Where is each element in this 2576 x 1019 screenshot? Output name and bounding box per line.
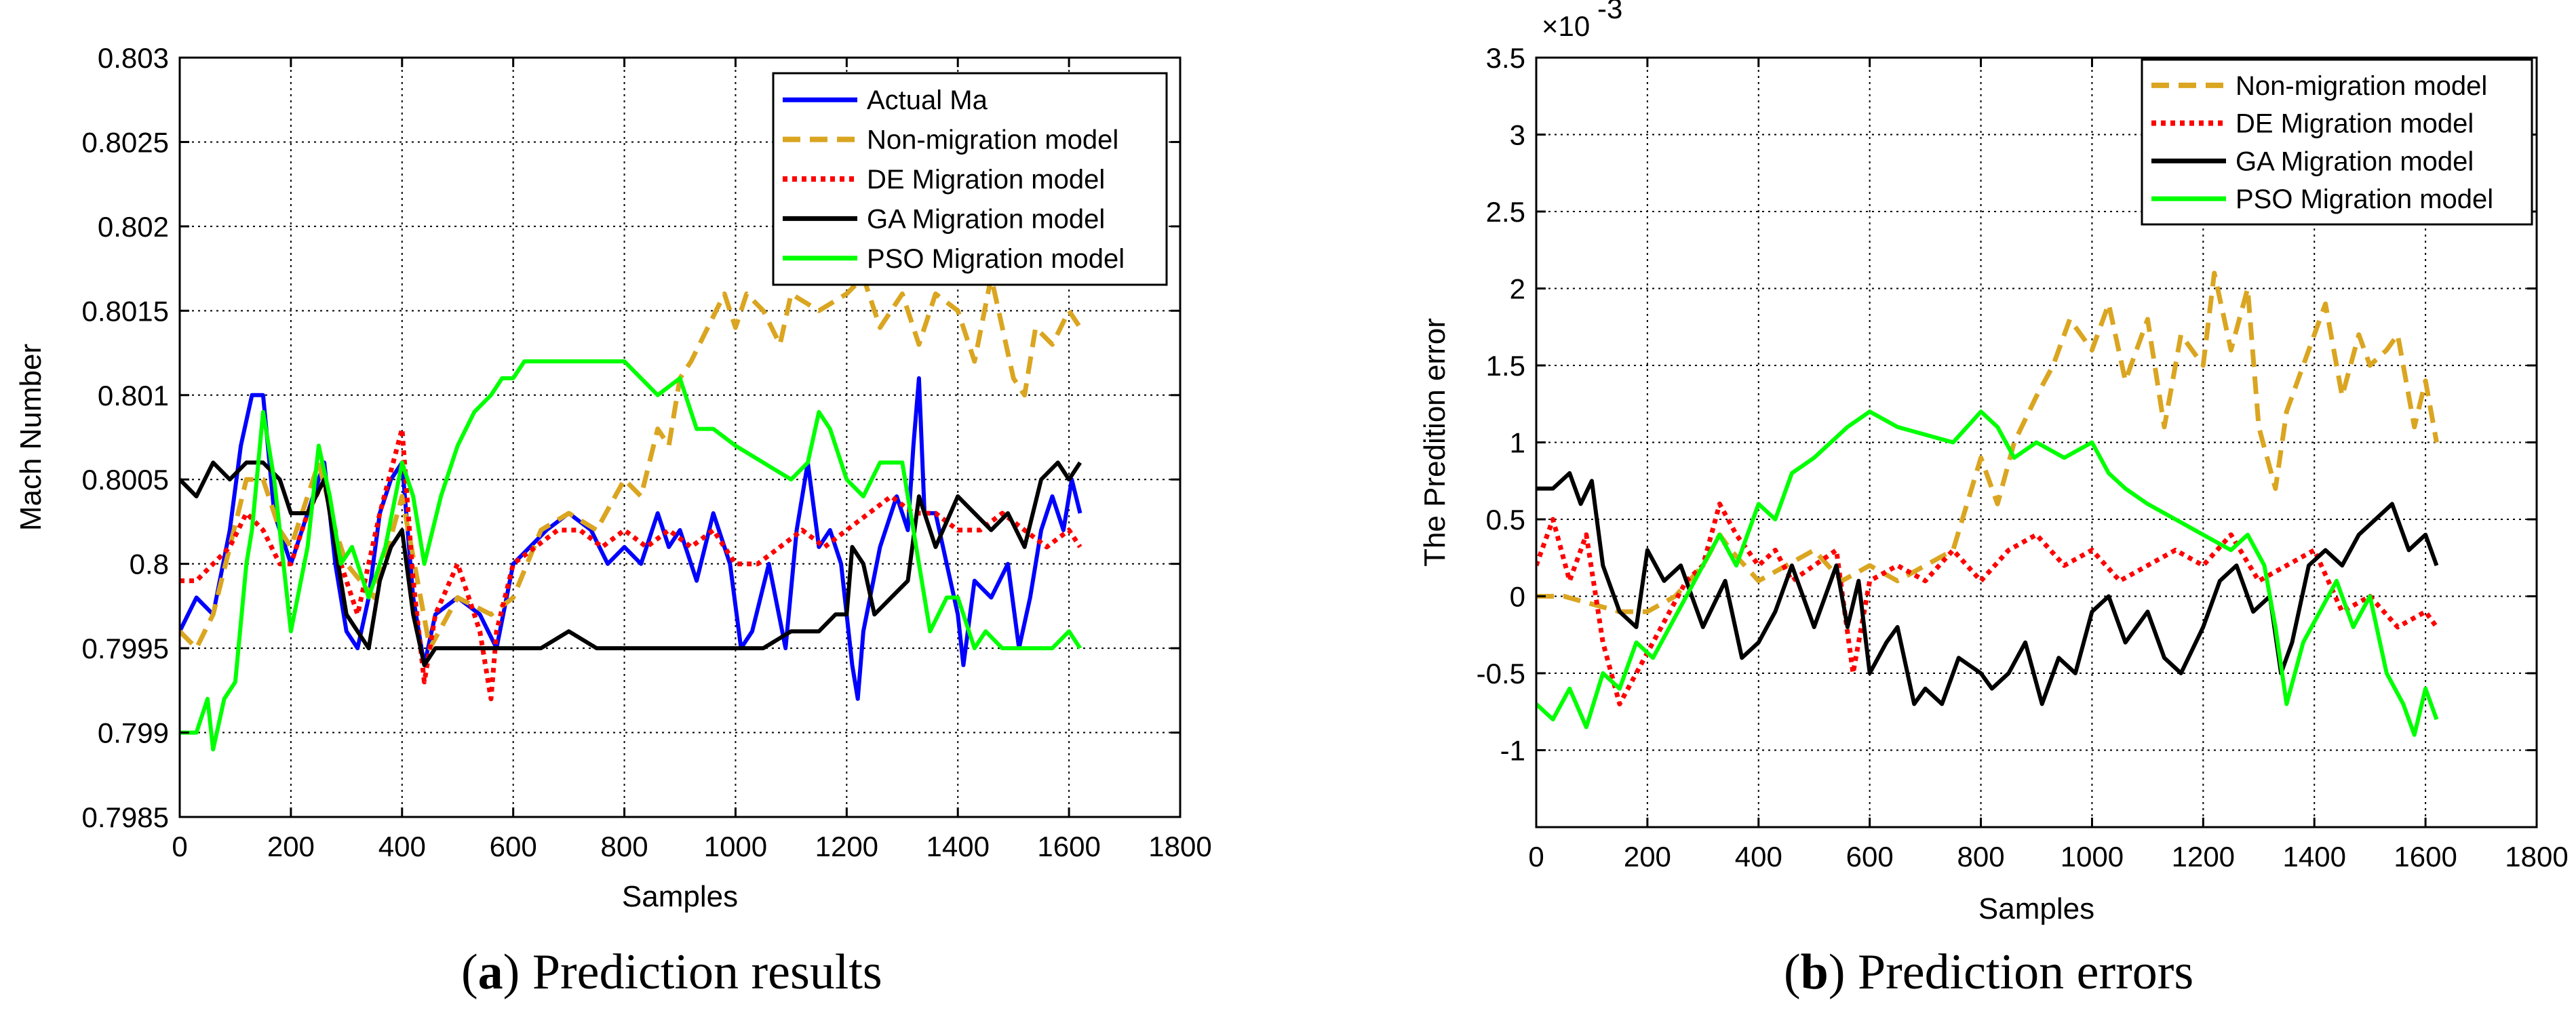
caption-b-text: Prediction errors xyxy=(1845,944,2194,1000)
y-tick-label: 0.8015 xyxy=(82,295,169,327)
series-ga-migration-model-b xyxy=(1536,471,2439,706)
y-axis-label-b: The Predition error xyxy=(1418,318,1451,567)
x-tick-label: 1400 xyxy=(926,831,990,862)
x-tick-label: 1800 xyxy=(1148,831,1211,862)
y-tick-label: 0 xyxy=(1510,581,1525,613)
legend-label-pso-migration-model: PSO Migration model xyxy=(2236,184,2493,214)
y-tick-label: 3.5 xyxy=(1486,42,1525,74)
x-tick-label: 0 xyxy=(172,831,187,862)
x-axis-label-b: Samples xyxy=(1978,892,2094,925)
y-tick-label: 0.803 xyxy=(98,42,169,74)
caption-a-close: ) xyxy=(503,944,520,1000)
x-tick-label: 400 xyxy=(1735,841,1782,873)
legend-box-a xyxy=(772,72,1168,286)
legend-label-non-migration-model: Non-migration model xyxy=(2236,71,2487,101)
x-tick-label: 1400 xyxy=(2283,841,2346,873)
y-tick-label: 0.5 xyxy=(1486,504,1525,536)
x-tick-label: 1000 xyxy=(704,831,767,862)
x-tick-label: 800 xyxy=(1957,841,2005,873)
y-tick-label: 0.8025 xyxy=(82,126,169,158)
y-tick-label: 0.8005 xyxy=(82,464,169,496)
legend-label-ga-migration-model: GA Migration model xyxy=(2236,146,2474,176)
x-tick-label: 400 xyxy=(378,831,426,862)
legend-label-ga-migration-model: GA Migration model xyxy=(867,204,1105,234)
y-tick-label: 0.802 xyxy=(98,211,169,243)
exponent-power-b: -3 xyxy=(1597,0,1622,24)
x-tick-label: 0 xyxy=(1528,841,1544,873)
chart-a: 0 200 400 600 800 1000 1200 1400 1600 1800 0.7985 0… xyxy=(14,42,1212,913)
legend-label-de-migration-model: DE Migration model xyxy=(2236,109,2474,139)
caption-a: (a) Prediction results xyxy=(461,944,882,1001)
legend-label-non-migration-model: Non-migration model xyxy=(867,125,1118,155)
y-tick-label: 0.801 xyxy=(98,380,169,412)
x-tick-label: 1800 xyxy=(2505,841,2568,873)
x-tick-label: 800 xyxy=(601,831,648,862)
caption-a-letter: a xyxy=(477,944,503,1000)
legend-label-pso-migration-model: PSO Migration model xyxy=(867,244,1125,274)
y-tick-label: 1 xyxy=(1510,427,1525,459)
y-tick-label: 1.5 xyxy=(1486,350,1525,382)
x-tick-label: 200 xyxy=(1624,841,1671,873)
x-tick-label: 1600 xyxy=(2394,841,2457,873)
y-tick-label: -1 xyxy=(1500,735,1525,767)
exponent-label-b: ×10 xyxy=(1542,10,1590,42)
series-pso-migration-model-b xyxy=(1536,409,2439,737)
x-axis-label-a: Samples xyxy=(622,880,738,913)
x-tick-label: 1200 xyxy=(815,831,878,862)
caption-b-close: ) xyxy=(1828,944,1846,1000)
y-tick-label: -0.5 xyxy=(1477,658,1525,690)
caption-a-open: ( xyxy=(461,944,478,1000)
y-axis-label-a: Mach Number xyxy=(14,344,47,531)
y-tick-label: 0.799 xyxy=(98,717,169,749)
x-tick-label: 200 xyxy=(267,831,315,862)
x-tick-label: 600 xyxy=(490,831,537,862)
x-tick-label: 600 xyxy=(1846,841,1894,873)
caption-b: (b) Prediction errors xyxy=(1784,944,2193,1001)
chart-b: 0 200 400 600 800 1000 1200 1400 1600 1800 -1 -0.5 0… xyxy=(1418,0,2569,925)
caption-b-letter: b xyxy=(1800,944,1829,1000)
y-tick-label: 0.7995 xyxy=(82,633,169,664)
legend-label-de-migration-model: DE Migration model xyxy=(867,165,1105,195)
y-tick-label: 2.5 xyxy=(1486,196,1525,228)
y-tick-label: 2 xyxy=(1510,273,1525,305)
y-tick-label: 0.8 xyxy=(130,548,169,580)
axes-frame-a xyxy=(178,56,1182,818)
series-ga-migration-model-a xyxy=(180,460,1082,667)
series-pso-migration-model-a xyxy=(180,359,1082,752)
caption-a-text: Prediction results xyxy=(520,944,882,1000)
x-tick-label: 1000 xyxy=(2061,841,2124,873)
x-tick-label: 1200 xyxy=(2172,841,2235,873)
legend-label-actual-ma: Actual Ma xyxy=(867,85,988,115)
series-actual-ma-a xyxy=(180,376,1082,701)
y-tick-label: 0.7985 xyxy=(82,801,169,833)
x-tick-label: 1600 xyxy=(1037,831,1100,862)
caption-b-open: ( xyxy=(1784,944,1801,1000)
y-tick-label: 3 xyxy=(1510,119,1525,151)
